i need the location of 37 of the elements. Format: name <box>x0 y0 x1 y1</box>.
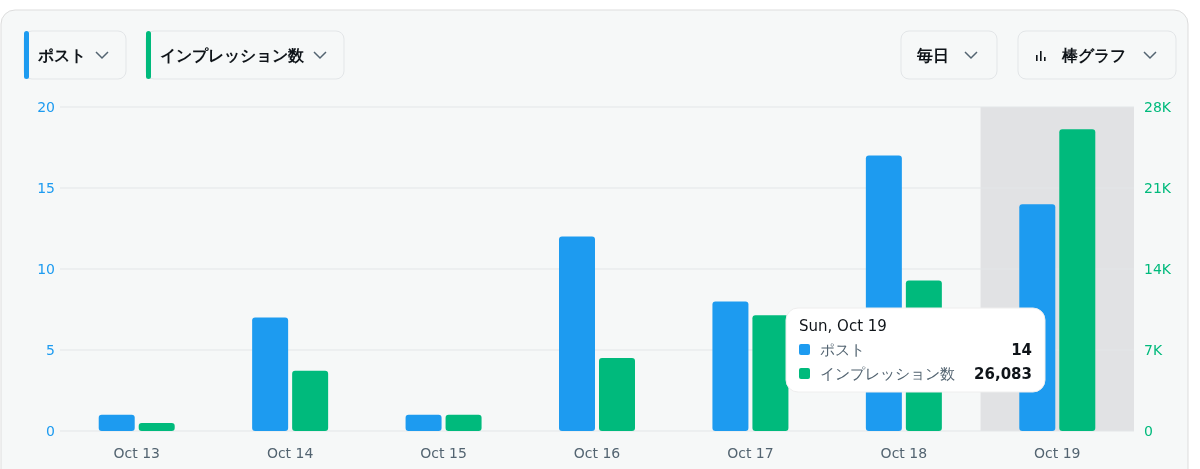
bar <box>445 414 482 431</box>
bar <box>599 358 635 431</box>
y-tick-label: 15 <box>37 180 55 196</box>
y-tick-label: 0 <box>46 423 55 439</box>
x-tick-label: Oct 13 <box>113 445 160 461</box>
legend-label: ポスト <box>820 341 865 359</box>
x-tick-label: Oct 16 <box>573 445 621 461</box>
y-tick-label: 10 <box>37 261 55 277</box>
y-tick-label: 5 <box>46 342 55 358</box>
y2-tick-label: 21K <box>1144 180 1172 196</box>
x-tick-label: Oct 15 <box>420 445 467 461</box>
bar <box>98 414 135 431</box>
y2-tick-label: 28K <box>1144 99 1172 115</box>
bar <box>559 236 595 431</box>
text: 毎日 <box>916 46 949 65</box>
x-tick-label: Oct 19 <box>1034 445 1081 461</box>
y-tick-label: 20 <box>37 99 55 115</box>
text: インプレッション数 <box>160 46 304 65</box>
bar <box>405 414 442 431</box>
x-tick-label: Oct 17 <box>727 445 774 461</box>
y2-tick-label: 14K <box>1144 261 1172 277</box>
bar <box>252 317 289 431</box>
annotation: 14 <box>1011 341 1032 359</box>
bar <box>138 422 175 431</box>
bar <box>292 370 329 431</box>
y2-tick-label: 7K <box>1144 342 1163 358</box>
annotation: 26,083 <box>974 365 1032 383</box>
x-tick-label: Oct 14 <box>266 445 314 461</box>
x-tick-label: Oct 18 <box>880 445 928 461</box>
text: 棒グラフ <box>1061 46 1126 65</box>
y2-tick-label: 0 <box>1144 423 1153 439</box>
text: ポスト <box>38 46 86 65</box>
legend-label: インプレッション数 <box>820 365 955 383</box>
bar <box>752 315 789 431</box>
bar <box>712 301 749 431</box>
annotation: Sun, Oct 19 <box>799 317 887 335</box>
bar <box>1059 129 1096 431</box>
